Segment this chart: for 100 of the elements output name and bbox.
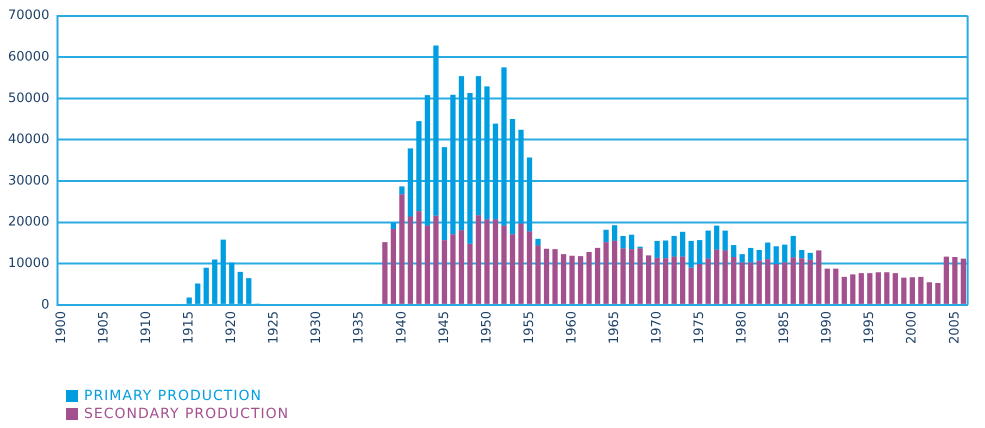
bar bbox=[416, 121, 422, 212]
x-tick-label: 1985 bbox=[777, 310, 792, 344]
bar bbox=[910, 277, 915, 304]
x-tick-label: 1960 bbox=[564, 310, 580, 344]
x-tick-label: 1940 bbox=[394, 310, 410, 344]
x-tick-label: 1905 bbox=[96, 310, 112, 344]
bar bbox=[467, 244, 473, 304]
x-tick-label: 2000 bbox=[904, 310, 920, 344]
bar bbox=[195, 283, 200, 304]
bar bbox=[960, 258, 966, 304]
bar bbox=[714, 226, 720, 250]
bar bbox=[833, 268, 838, 304]
bar bbox=[510, 119, 516, 234]
bar bbox=[501, 67, 507, 226]
bar bbox=[612, 225, 618, 241]
bar bbox=[842, 276, 847, 304]
bar bbox=[688, 268, 694, 304]
bar bbox=[467, 93, 473, 244]
bar bbox=[399, 186, 405, 194]
bar bbox=[740, 254, 745, 262]
bar bbox=[238, 272, 243, 304]
bar bbox=[246, 278, 252, 304]
bar bbox=[186, 297, 192, 304]
bar bbox=[722, 230, 728, 250]
bar bbox=[442, 240, 448, 304]
bar bbox=[408, 216, 414, 304]
y-tick-label: 20000 bbox=[8, 214, 50, 230]
bar bbox=[416, 211, 422, 304]
x-tick-label: 1900 bbox=[54, 310, 69, 344]
y-tick-label: 0 bbox=[41, 297, 50, 312]
bar bbox=[867, 273, 872, 304]
y-tick-label: 30000 bbox=[8, 173, 50, 188]
x-tick-label: 1955 bbox=[522, 310, 537, 344]
bar bbox=[458, 230, 464, 304]
bar bbox=[220, 240, 226, 304]
bar bbox=[697, 264, 702, 304]
x-tick-label: 1935 bbox=[352, 310, 367, 344]
bar bbox=[731, 257, 736, 304]
bar bbox=[662, 258, 668, 304]
x-tick-label: 1950 bbox=[479, 310, 494, 344]
bar bbox=[824, 268, 830, 304]
bar bbox=[714, 250, 720, 304]
bar bbox=[204, 268, 209, 304]
bar bbox=[765, 259, 770, 304]
bar bbox=[408, 148, 414, 217]
bar bbox=[433, 216, 439, 304]
bar bbox=[748, 262, 754, 304]
bar bbox=[790, 236, 796, 258]
y-tick-label: 60000 bbox=[8, 49, 50, 64]
bar bbox=[765, 242, 770, 260]
bar bbox=[858, 273, 864, 304]
bar bbox=[935, 283, 940, 304]
bar bbox=[526, 231, 532, 304]
bar bbox=[672, 256, 677, 304]
y-tick-label: 50000 bbox=[8, 90, 50, 106]
bar bbox=[212, 259, 218, 304]
bar bbox=[492, 124, 498, 220]
bar bbox=[782, 262, 788, 304]
x-tick-label: 1920 bbox=[224, 310, 240, 344]
bar bbox=[808, 260, 813, 304]
bar bbox=[850, 274, 856, 304]
bar bbox=[697, 240, 702, 264]
bar bbox=[476, 76, 482, 216]
bar bbox=[620, 236, 626, 248]
x-tick-label: 1930 bbox=[309, 310, 324, 344]
bar bbox=[790, 257, 796, 304]
bar bbox=[476, 215, 482, 304]
bar bbox=[526, 157, 532, 232]
bar bbox=[510, 234, 516, 304]
legend-label: PRIMARY PRODUCTION bbox=[84, 388, 262, 404]
bar bbox=[688, 240, 694, 268]
bar bbox=[501, 226, 507, 304]
bar bbox=[458, 76, 464, 230]
bar bbox=[229, 262, 234, 304]
bar bbox=[680, 232, 686, 257]
bar bbox=[884, 272, 890, 304]
bar bbox=[799, 250, 804, 258]
bar bbox=[646, 255, 652, 304]
bar bbox=[569, 256, 575, 304]
x-tick-label: 1965 bbox=[606, 310, 622, 344]
bar bbox=[706, 230, 711, 259]
bar bbox=[450, 94, 456, 234]
bar bbox=[628, 234, 634, 250]
bar bbox=[450, 234, 456, 304]
bar bbox=[620, 248, 626, 304]
bar bbox=[680, 256, 686, 304]
bar bbox=[433, 46, 439, 216]
bar bbox=[484, 86, 490, 220]
bar bbox=[654, 258, 660, 304]
bar bbox=[774, 246, 779, 264]
x-tick-label: 1975 bbox=[692, 310, 708, 344]
y-tick-label: 70000 bbox=[8, 8, 50, 24]
bar bbox=[706, 258, 711, 304]
x-tick-label: 2005 bbox=[947, 310, 962, 344]
bar bbox=[578, 256, 584, 304]
bar bbox=[390, 222, 396, 229]
bar bbox=[518, 224, 524, 304]
bar bbox=[628, 249, 634, 304]
bar bbox=[944, 256, 950, 304]
bar bbox=[424, 95, 430, 226]
